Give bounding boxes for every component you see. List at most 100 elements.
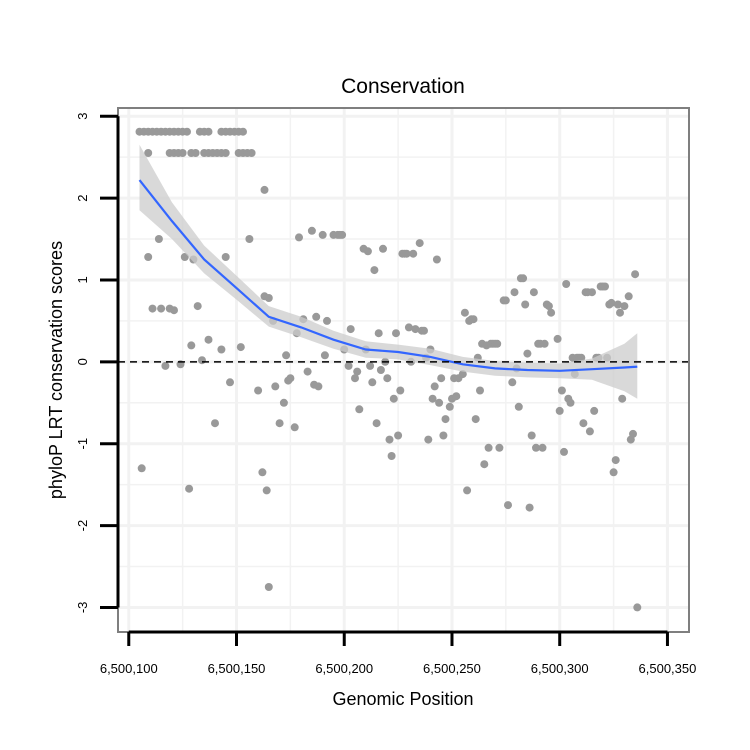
data-point (221, 253, 230, 261)
data-point (226, 378, 234, 387)
data-point (420, 326, 428, 335)
data-point (258, 468, 267, 477)
data-point (320, 351, 329, 360)
data-point (544, 302, 553, 311)
data-point (476, 386, 484, 395)
data-point (616, 308, 624, 317)
data-point (355, 405, 364, 414)
data-point (452, 392, 461, 401)
data-point (601, 282, 609, 291)
data-point (161, 361, 170, 370)
data-point (183, 127, 191, 136)
data-point (392, 329, 400, 338)
data-point (236, 343, 245, 352)
data-point (262, 486, 271, 495)
data-point (376, 366, 385, 374)
y-tick-label: -1 (75, 438, 90, 450)
data-point (501, 296, 510, 305)
data-point (609, 468, 618, 477)
y-tick-label: 3 (75, 113, 90, 120)
y-tick-label: 1 (75, 276, 90, 283)
data-point (366, 361, 375, 370)
data-point (588, 288, 596, 297)
data-point (402, 249, 411, 258)
data-point (525, 503, 534, 512)
data-point (271, 382, 280, 391)
data-point (504, 501, 512, 510)
confidence-band (139, 144, 638, 399)
data-point (286, 374, 295, 383)
data-point (577, 353, 586, 362)
chart-title: Conservation (341, 75, 465, 98)
data-point (607, 298, 616, 307)
x-axis: 6,500,100 6,500,150 6,500,200 6,500,250 6,50… (100, 630, 696, 676)
data-point (295, 233, 303, 242)
data-point (562, 280, 571, 288)
data-point (191, 149, 200, 157)
plot-area: 6,500,100 6,500,150 6,500,200 6,500,250 6,50… (75, 107, 696, 676)
data-point (631, 270, 640, 279)
data-point (157, 304, 166, 313)
data-point (217, 345, 226, 354)
data-point (484, 443, 493, 452)
data-point (493, 339, 502, 348)
data-point (170, 306, 178, 315)
x-tick-label: 6,500,100 (100, 661, 158, 676)
data-point (307, 226, 316, 235)
data-point (437, 374, 446, 383)
data-point (204, 127, 213, 136)
data-point (514, 402, 523, 411)
data-point (430, 382, 439, 391)
data-point (385, 435, 394, 444)
data-point (180, 253, 189, 261)
data-point (396, 386, 405, 395)
data-point (555, 406, 564, 415)
data-point (523, 349, 532, 358)
data-point (409, 249, 418, 258)
data-point (351, 374, 359, 383)
data-point (254, 386, 263, 395)
data-point (519, 274, 528, 283)
data-point (540, 339, 549, 348)
data-point (314, 382, 323, 391)
data-point (424, 435, 433, 444)
data-point (624, 292, 633, 301)
data-point (532, 443, 540, 452)
data-point (275, 419, 284, 428)
data-point (508, 378, 517, 387)
data-point (529, 288, 538, 297)
data-point (394, 431, 403, 440)
data-point (633, 603, 642, 612)
y-tick-label: 2 (75, 194, 90, 201)
data-point (383, 374, 392, 383)
y-tick-label: -3 (75, 602, 90, 614)
data-point (460, 308, 469, 317)
data-point (221, 149, 230, 157)
data-point (428, 394, 437, 403)
data-point (198, 356, 206, 365)
data-point (211, 419, 219, 428)
data-point (353, 367, 362, 376)
data-point (557, 386, 566, 395)
y-tick-label: 0 (75, 358, 90, 365)
data-points (135, 127, 642, 612)
data-point (590, 406, 599, 415)
data-point (239, 127, 247, 136)
data-point (613, 300, 622, 309)
data-point (372, 419, 381, 428)
data-point (404, 323, 413, 332)
data-point (148, 304, 157, 313)
data-point (445, 402, 454, 411)
data-point (303, 367, 312, 376)
x-tick-label: 6,500,150 (208, 661, 266, 676)
data-point (144, 253, 153, 261)
data-point (204, 335, 213, 344)
data-point (144, 149, 153, 157)
data-point (368, 378, 377, 387)
data-point (439, 431, 448, 440)
data-point (245, 235, 254, 243)
x-tick-label: 6,500,250 (423, 661, 481, 676)
data-point (435, 398, 444, 407)
data-point (264, 294, 273, 302)
